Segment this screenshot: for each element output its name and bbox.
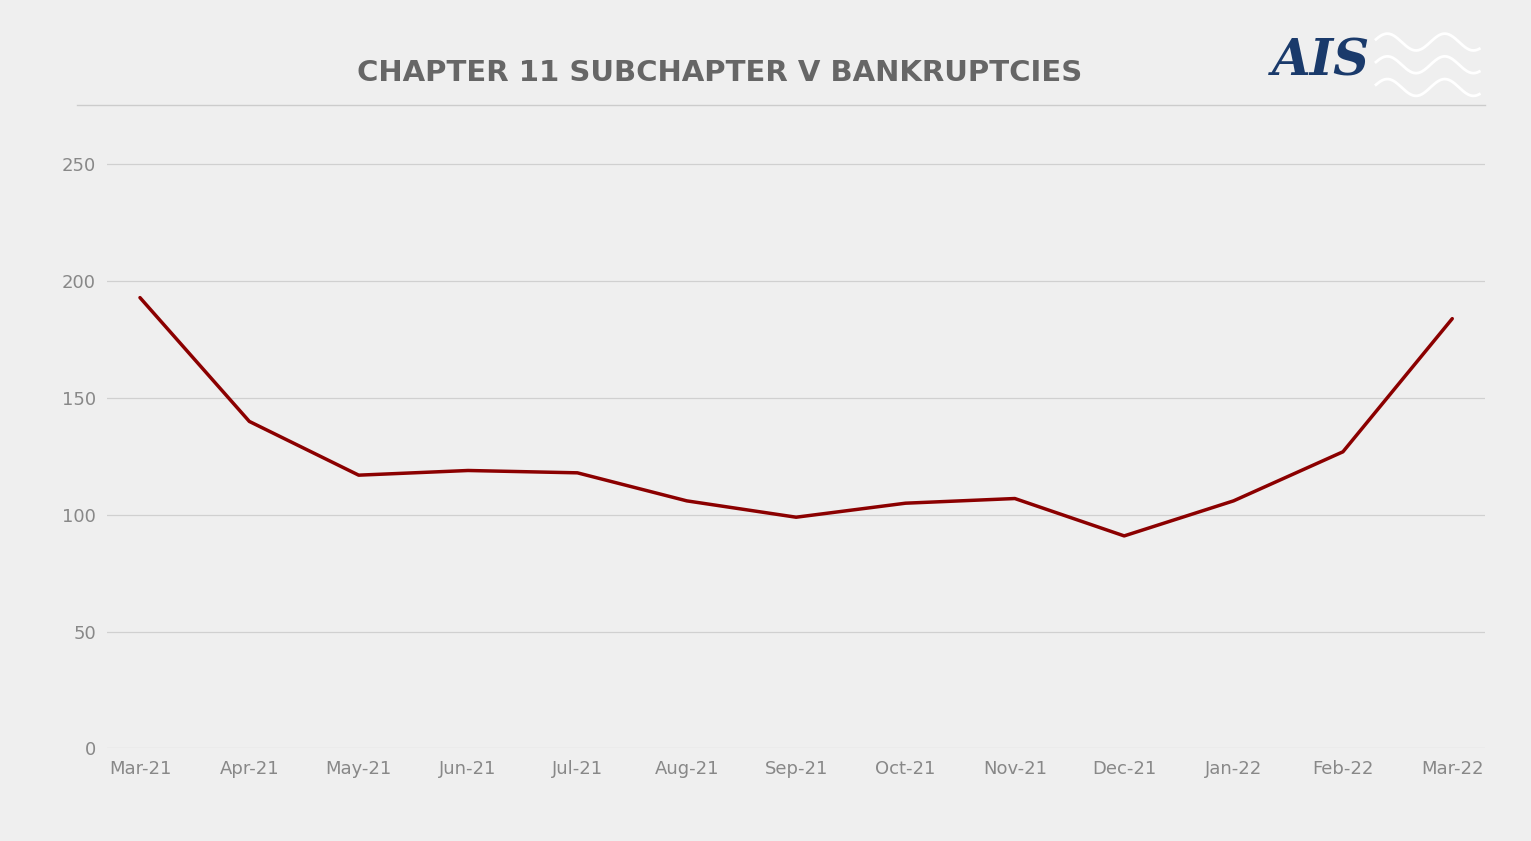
Text: CHAPTER 11 SUBCHAPTER V BANKRUPTCIES: CHAPTER 11 SUBCHAPTER V BANKRUPTCIES bbox=[357, 59, 1082, 87]
Text: AIS: AIS bbox=[1272, 38, 1370, 87]
